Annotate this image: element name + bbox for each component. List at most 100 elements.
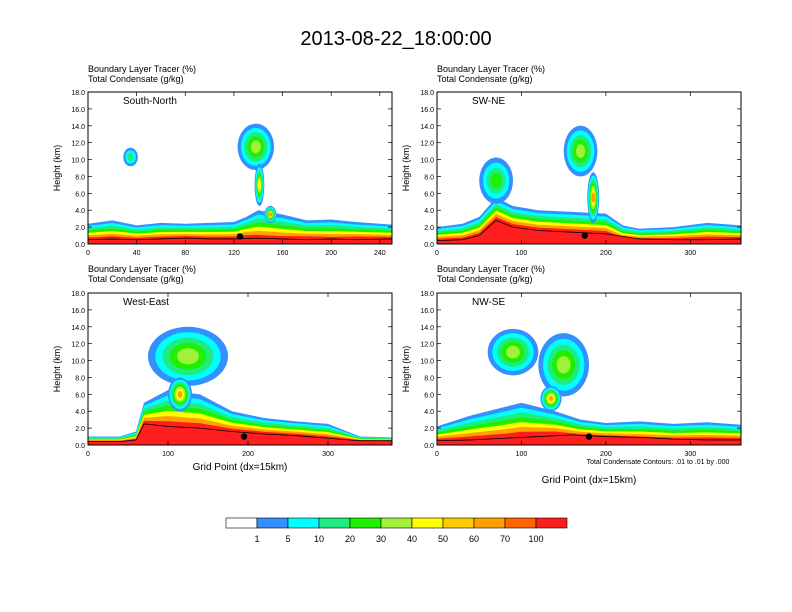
location-marker <box>581 232 588 239</box>
y-tick-label: 6.0 <box>424 191 434 198</box>
y-tick-label: 8.0 <box>75 174 85 181</box>
y-tick-label: 14.0 <box>71 124 85 131</box>
x-tick-label: 0 <box>435 451 439 458</box>
x-tick-label: 40 <box>133 250 141 257</box>
panels-group: 0.0 2.0 4.0 6.0 8.0 10.0 12.0 14.0 16.0 18.0 0 40 80… <box>52 90 742 486</box>
terrain <box>437 219 741 244</box>
panel-label-condensate: Total Condensate (g/kg) <box>88 74 184 84</box>
y-tick-label: 10.0 <box>71 359 85 366</box>
y-tick-label: 18.0 <box>420 90 434 97</box>
y-tick-label: 6.0 <box>75 392 85 399</box>
y-tick-label: 10.0 <box>420 359 434 366</box>
colorbar-swatch <box>380 517 413 529</box>
x-axis-label: Grid Point (dx=15km) <box>542 475 637 486</box>
x-tick-label: 100 <box>516 451 528 458</box>
plume-3-level-8 <box>268 212 273 217</box>
colorbar-swatch <box>411 517 444 529</box>
x-tick-label: 240 <box>374 250 386 257</box>
y-tick-label: 2.0 <box>424 426 434 433</box>
panel-header-1: Boundary Layer Tracer (%) Total Condensa… <box>88 64 196 84</box>
y-tick-label: 6.0 <box>75 191 85 198</box>
y-tick-label: 4.0 <box>424 208 434 215</box>
panel-header-4: Boundary Layer Tracer (%) Total Condensa… <box>437 264 545 284</box>
y-tick-label: 14.0 <box>420 325 434 332</box>
panel-label-condensate: Total Condensate (g/kg) <box>88 274 184 284</box>
y-tick-label: 4.0 <box>424 409 434 416</box>
colorbar-label: 70 <box>500 534 510 544</box>
y-tick-label: 0.0 <box>75 443 85 450</box>
plot-frame <box>87 292 393 446</box>
panel-west-east: 0.0 2.0 4.0 6.0 8.0 10.0 12.0 14.0 16.0 18.0 0 100 2… <box>52 291 393 473</box>
y-tick-label: 14.0 <box>420 124 434 131</box>
y-tick-label: 14.0 <box>71 325 85 332</box>
colorbar-swatch <box>535 517 568 529</box>
y-tick-label: 4.0 <box>75 409 85 416</box>
figure-title: 2013-08-22_18:00:00 <box>300 28 492 50</box>
y-tick-label: 8.0 <box>75 375 85 382</box>
y-tick-label: 16.0 <box>71 308 85 315</box>
plume-1-level-5 <box>250 140 261 154</box>
colorbar-swatch <box>225 517 258 529</box>
panel-name: SW-NE <box>472 96 505 107</box>
plume-2-level-6 <box>257 180 262 190</box>
x-tick-label: 200 <box>600 250 612 257</box>
plot-area <box>88 123 392 244</box>
location-marker <box>585 433 593 440</box>
y-tick-label: 0.0 <box>75 242 85 249</box>
colorbar-label: 50 <box>438 534 448 544</box>
y-tick-label: 0.0 <box>424 443 434 450</box>
y-tick-label: 16.0 <box>71 107 85 114</box>
x-tick-label: 0 <box>435 250 439 257</box>
colorbar-swatch <box>349 517 382 529</box>
colorbar-label: 60 <box>469 534 479 544</box>
panel-south-north: 0.0 2.0 4.0 6.0 8.0 10.0 12.0 14.0 16.0 18.0 0 40 80… <box>52 90 393 257</box>
panel-label-tracer: Boundary Layer Tracer (%) <box>437 64 545 74</box>
x-tick-label: 80 <box>181 250 189 257</box>
plume-2-level-8 <box>591 192 596 203</box>
panel-label-tracer: Boundary Layer Tracer (%) <box>88 264 196 274</box>
colorbar-label: 40 <box>407 534 417 544</box>
y-tick-label: 18.0 <box>420 291 434 298</box>
y-tick-label: 2.0 <box>75 225 85 232</box>
panel-label-tracer: Boundary Layer Tracer (%) <box>88 64 196 74</box>
colorbar-label: 10 <box>314 534 324 544</box>
panel-name: South-North <box>123 96 177 107</box>
y-tick-label: 16.0 <box>420 107 434 114</box>
x-tick-label: 200 <box>325 250 337 257</box>
x-tick-label: 100 <box>516 250 528 257</box>
panel-label-condensate: Total Condensate (g/kg) <box>437 74 533 84</box>
plume-1-level-8 <box>177 390 183 398</box>
colorbar-swatch <box>442 517 475 529</box>
plot-area <box>437 125 741 244</box>
x-tick-label: 200 <box>242 451 254 458</box>
x-tick-label: 300 <box>684 451 696 458</box>
colorbar-label: 5 <box>285 534 290 544</box>
location-marker <box>236 233 244 240</box>
plume-0-level-4 <box>490 172 502 189</box>
y-tick-label: 8.0 <box>424 174 434 181</box>
panel-label-tracer: Boundary Layer Tracer (%) <box>437 264 545 274</box>
plot-frame <box>436 292 742 446</box>
colorbar-label: 1 <box>254 534 259 544</box>
panel-header-3: Boundary Layer Tracer (%) Total Condensa… <box>88 264 196 284</box>
y-tick-label: 12.0 <box>420 141 434 148</box>
panel-header-2: Boundary Layer Tracer (%) Total Condensa… <box>437 64 545 84</box>
plume-0-level-5 <box>177 348 199 365</box>
colorbar-swatch <box>256 517 289 529</box>
y-tick-label: 16.0 <box>420 308 434 315</box>
plot-area <box>88 326 392 445</box>
y-axis-label: Height (km) <box>52 346 62 393</box>
colorbar: 1 5 10 20 30 40 50 60 70 100 <box>225 517 568 544</box>
panel-sw-ne: 0.0 2.0 4.0 6.0 8.0 10.0 12.0 14.0 16.0 18.0 0 100 2… <box>401 90 742 257</box>
colorbar-swatch <box>473 517 506 529</box>
colorbar-label: 30 <box>376 534 386 544</box>
x-tick-label: 160 <box>277 250 289 257</box>
y-tick-label: 2.0 <box>424 225 434 232</box>
y-tick-label: 2.0 <box>75 426 85 433</box>
location-marker <box>240 433 248 440</box>
x-tick-label: 300 <box>322 451 334 458</box>
plume-1-level-5 <box>556 356 571 374</box>
colorbar-swatch <box>318 517 351 529</box>
plot-frame <box>87 91 393 245</box>
colorbar-label: 20 <box>345 534 355 544</box>
